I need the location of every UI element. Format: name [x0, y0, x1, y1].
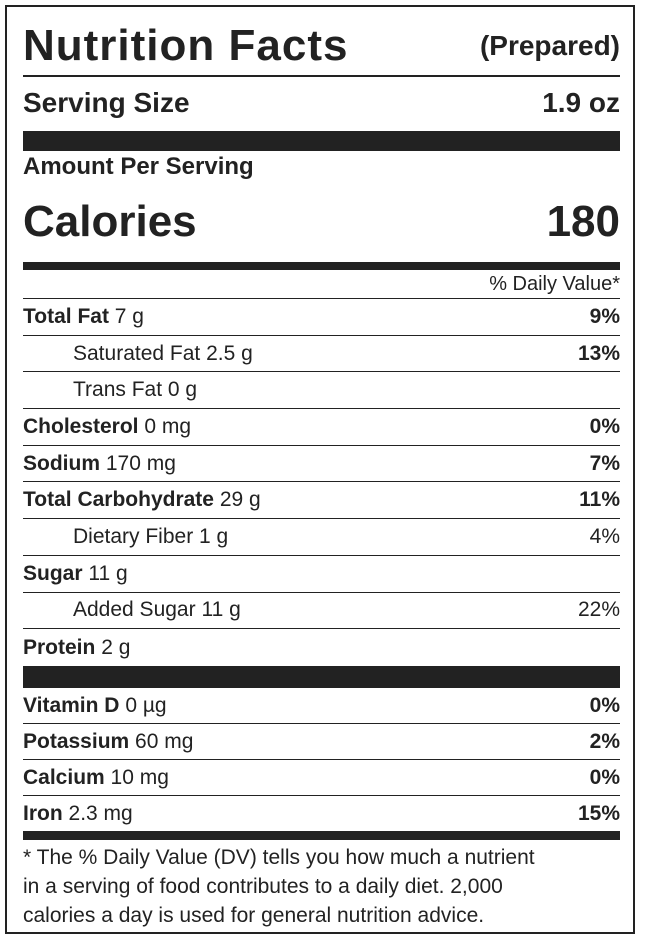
nutrient: Cholesterol 0 mg [23, 415, 191, 439]
thick-rule [23, 131, 620, 151]
daily-value-header: % Daily Value* [23, 270, 620, 299]
thick-rule [23, 666, 620, 688]
nutrient: Total Carbohydrate 29 g [23, 488, 261, 512]
nutrient-name: Vitamin D [23, 693, 120, 717]
daily-value: 0% [589, 765, 620, 789]
nutrient-amount: 60 mg [135, 729, 194, 753]
footnote-line: in a serving of food contributes to a da… [23, 875, 503, 898]
nutrient-amount: 2.5 g [206, 341, 253, 365]
nutrient-name: Calcium [23, 765, 105, 789]
nutrient: Iron 2.3 mg [23, 802, 133, 826]
daily-value: 4% [589, 525, 620, 549]
nutrient-row: Sugar 11 g [23, 556, 620, 593]
nutrient: Sodium 170 mg [23, 452, 176, 476]
nutrient-amount: 29 g [219, 488, 261, 512]
nutrient: Protein 2 g [23, 636, 130, 660]
daily-value: 0% [589, 693, 620, 717]
footnote-line: * The % Daily Value (DV) tells you how m… [23, 846, 535, 869]
nutrient-row: Total Fat 7 g 9% [23, 299, 620, 336]
nutrient-amount: 0 g [167, 378, 198, 402]
serving: Serving Size 1.9 oz [23, 79, 620, 127]
daily-value: 2% [589, 729, 620, 753]
nutrient-name: Dietary Fiber [73, 525, 194, 549]
nutrient-row: Potassium 60 mg 2% [23, 724, 620, 760]
nutrient: Calcium 10 mg [23, 766, 169, 790]
nutrient-name: Iron [23, 802, 63, 825]
nutrient: Saturated Fat 2.5 g [23, 342, 253, 366]
nutrient-row: Vitamin D 0 µg 0% [23, 688, 620, 724]
nutrient-amount: 0 µg [125, 693, 167, 717]
header: Nutrition Facts (Prepared) [23, 17, 620, 77]
nutrient-row: Cholesterol 0 mg 0% [23, 409, 620, 446]
nutrient-amount: 1 g [199, 525, 229, 549]
nutrient: Potassium 60 mg [23, 730, 193, 754]
nutrient-name: Protein [23, 635, 96, 659]
nutrient: Dietary Fiber 1 g [23, 525, 228, 549]
nutrient-amount: 0 mg [144, 414, 192, 438]
nutrient-amount: 2.3 mg [68, 802, 133, 825]
nutrition-label: Nutrition Facts (Prepared) Serving Size … [5, 5, 635, 934]
daily-value: 11% [579, 488, 620, 512]
nutrient-amount: 11 g [201, 598, 241, 622]
nutrient: Added Sugar 11 g [23, 598, 241, 622]
thick-rule [23, 831, 620, 840]
daily-value: 0% [589, 414, 620, 438]
nutrient-name: Potassium [23, 729, 130, 753]
nutrient: Vitamin D 0 µg [23, 694, 167, 718]
qualifier: (Prepared) [479, 30, 620, 61]
nutrient-row: Trans Fat 0 g [23, 372, 620, 410]
nutrient-amount: 7 g [114, 304, 144, 328]
nutrient: Trans Fat 0 g [23, 378, 197, 402]
nutrient-name: Trans Fat [73, 378, 163, 402]
nutrient-row: Added Sugar 11 g 22% [23, 593, 620, 630]
nutrient-amount: 10 mg [110, 765, 169, 789]
title: Nutrition Facts [23, 21, 349, 70]
nutrient-amount: 2 g [101, 635, 131, 659]
serving-label: Serving Size [23, 87, 190, 118]
nutrient-name: Sugar [23, 561, 83, 585]
daily-value: 13% [577, 341, 620, 365]
daily-value: 15% [577, 802, 620, 825]
nutrient-amount: 11 g [88, 561, 128, 585]
daily-value: 9% [589, 304, 620, 328]
amount-per-serving: Amount Per Serving [23, 153, 254, 180]
nutrient-name: Saturated Fat [73, 341, 201, 365]
nutrient-row: Total Carbohydrate 29 g 11% [23, 483, 620, 520]
nutrient: Sugar 11 g [23, 562, 128, 586]
nutrient-row: Protein 2 g [23, 629, 620, 666]
nutrient: Total Fat 7 g [23, 305, 144, 329]
nutrient-amount: 170 mg [105, 451, 176, 475]
thick-rule [23, 262, 620, 270]
calories: Calories 180 [23, 187, 620, 257]
nutrient-name: Total Fat [23, 304, 109, 328]
nutrient-row: Sodium 170 mg 7% [23, 446, 620, 483]
nutrient-name: Sodium [23, 451, 100, 475]
nutrient-row: Saturated Fat 2.5 g 13% [23, 336, 620, 373]
nutrient-name: Cholesterol [23, 414, 139, 438]
nutrient-name: Total Carbohydrate [23, 488, 214, 512]
footnote-line: calories a day is used for general nutri… [23, 904, 485, 927]
footnote: * The % Daily Value (DV) tells you how m… [23, 843, 535, 930]
nutrient-name: Added Sugar [73, 598, 196, 622]
daily-value: 7% [589, 451, 620, 475]
nutrient-row: Dietary Fiber 1 g 4% [23, 519, 620, 556]
daily-value: 22% [577, 598, 620, 622]
calories-value: 180 [546, 197, 620, 246]
nutrient-row: Iron 2.3 mg 15% [23, 796, 620, 832]
serving-value: 1.9 oz [542, 87, 620, 118]
nutrient-row: Calcium 10 mg 0% [23, 760, 620, 796]
calories-label: Calories [23, 197, 197, 246]
